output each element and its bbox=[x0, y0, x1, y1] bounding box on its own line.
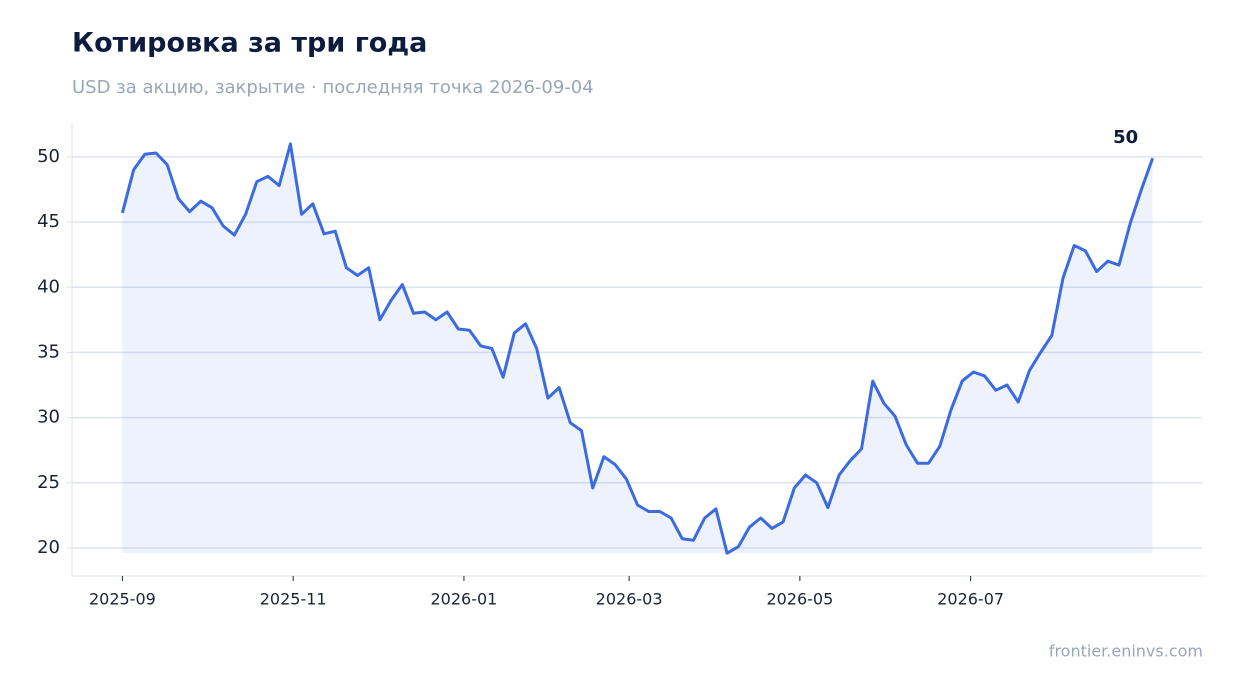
y-tick-label: 30 bbox=[37, 407, 60, 428]
x-tick-label: 2026-05 bbox=[766, 590, 833, 609]
chart-subtitle: USD за акцию, закрытие · последняя точка… bbox=[72, 77, 594, 98]
y-tick-label: 40 bbox=[37, 276, 60, 297]
y-tick-label: 45 bbox=[37, 211, 60, 232]
x-tick-label: 2025-11 bbox=[260, 590, 327, 609]
x-tick-label: 2026-01 bbox=[431, 590, 498, 609]
x-tick-label: 2025-09 bbox=[89, 590, 156, 609]
line bbox=[120, 142, 1155, 555]
y-tick-label: 25 bbox=[37, 472, 60, 493]
x-tick-label: 2026-07 bbox=[937, 590, 1004, 609]
source: frontier.eninvs.com bbox=[1049, 642, 1203, 661]
value-label: 50 bbox=[1113, 127, 1138, 148]
chart-title: Котировка за три года bbox=[72, 28, 427, 59]
x-tick-label: 2026-03 bbox=[596, 590, 663, 609]
y-tick-label: 20 bbox=[37, 537, 60, 558]
area bbox=[122, 143, 1153, 554]
y-tick-label: 35 bbox=[37, 341, 60, 362]
y-tick-label: 50 bbox=[37, 146, 60, 167]
